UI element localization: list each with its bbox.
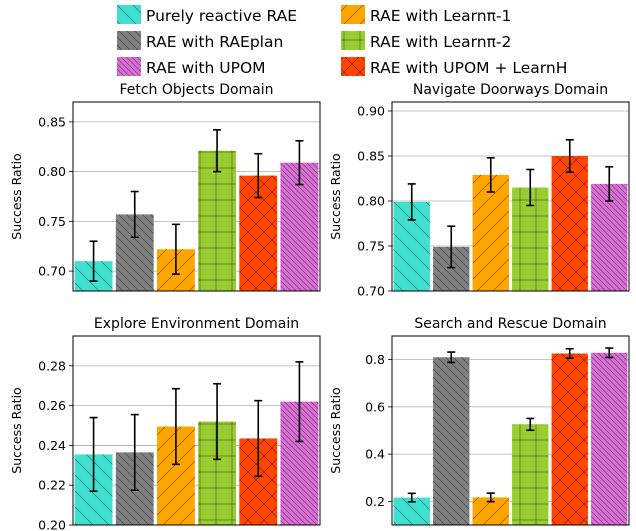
panel-explore-environment: 0.20 0.22 0.24 0.26 0.28 Explore Environment …: [9, 316, 321, 531]
y-tick-label: 0.6: [365, 399, 385, 414]
bar-hatch: [198, 150, 237, 291]
y-tick-label: 0.20: [38, 518, 66, 531]
error-bar: [130, 190, 139, 239]
y-tick-label: 0.22: [38, 478, 66, 493]
legend-label: RAE with Learnπ-2: [370, 33, 511, 51]
y-tick-label: 0.80: [357, 194, 385, 209]
legend-swatch-hatch: [341, 5, 365, 24]
legend: Purely reactive RAE RAE with RAEplan RAE…: [117, 5, 567, 77]
y-tick-label: 0.2: [365, 494, 385, 509]
error-bar: [254, 152, 263, 199]
panel-search-and-rescue: 0.2 0.4 0.6 0.8 Search and Rescue Domain Succ…: [328, 316, 630, 526]
bar-hatch: [551, 353, 588, 525]
legend-label: Purely reactive RAE: [146, 7, 297, 25]
y-tick-label: 0.24: [38, 438, 66, 453]
error-bar: [171, 387, 180, 466]
error-bar: [486, 157, 495, 193]
y-tick-label: 0.28: [38, 358, 66, 373]
legend-label: RAE with Learnπ-1: [370, 7, 511, 25]
bar-hatch: [591, 352, 628, 525]
legend-swatch-hatch: [341, 57, 365, 76]
panel-fetch-objects: 0.70 0.75 0.80 0.85 Fetch Objects Domain Succ…: [9, 82, 321, 292]
legend-label: RAE with UPOM: [146, 59, 266, 77]
chart-title: Fetch Objects Domain: [119, 82, 273, 98]
error-bar: [486, 492, 495, 503]
legend-item-learnpi1: RAE with Learnπ-1: [341, 5, 511, 25]
y-axis-label: Success Ratio: [9, 153, 24, 239]
bar-hatch: [433, 357, 470, 525]
error-bar: [89, 416, 98, 492]
legend-swatch-hatch: [341, 31, 365, 50]
chart-title: Navigate Doorways Domain: [413, 82, 608, 98]
error-bar: [447, 225, 456, 269]
chart-title: Explore Environment Domain: [94, 316, 299, 332]
error-bar: [295, 361, 304, 443]
error-bar: [565, 139, 574, 173]
panel-navigate-doorways: 0.70 0.75 0.80 0.85 0.90 Navigate Doorways Do…: [328, 82, 630, 299]
legend-item-upom-learnh: RAE with UPOM + LearnH: [341, 57, 567, 77]
y-axis-label: Success Ratio: [328, 387, 343, 473]
error-bar: [526, 168, 535, 207]
bar-hatch: [512, 424, 549, 525]
y-tick-label: 0.8: [365, 352, 385, 367]
y-tick-label: 0.90: [357, 104, 385, 119]
legend-swatch-hatch: [117, 31, 141, 50]
legend-item-upom: RAE with UPOM: [117, 57, 266, 77]
legend-swatch-hatch: [117, 5, 141, 24]
error-bar: [213, 382, 222, 461]
axes-frame: [72, 101, 321, 292]
error-bar: [407, 183, 416, 221]
legend-item-purely-reactive: Purely reactive RAE: [117, 5, 297, 25]
y-tick-label: 0.80: [38, 164, 66, 179]
error-bar: [526, 417, 535, 432]
y-tick-label: 0.75: [357, 239, 385, 254]
legend-swatch-hatch: [117, 57, 141, 76]
error-bar: [407, 492, 416, 503]
y-axis-label: Success Ratio: [9, 387, 24, 473]
bar-hatch: [472, 174, 509, 291]
y-tick-label: 0.4: [365, 447, 385, 462]
error-bar: [565, 347, 574, 360]
error-bar: [171, 223, 180, 275]
y-axis-label: Success Ratio: [328, 153, 343, 239]
bar-hatch: [551, 156, 588, 291]
error-bar: [447, 351, 456, 364]
error-bar: [295, 139, 304, 186]
y-tick-label: 0.26: [38, 398, 66, 413]
axes-frame: [391, 335, 630, 526]
error-bar: [254, 399, 263, 478]
legend-label: RAE with UPOM + LearnH: [370, 59, 567, 77]
y-tick-label: 0.70: [38, 264, 66, 279]
legend-item-learnpi2: RAE with Learnπ-2: [341, 31, 511, 51]
error-bar: [605, 347, 614, 359]
y-tick-label: 0.75: [38, 214, 66, 229]
axes-frame: [72, 335, 321, 526]
error-bar: [89, 240, 98, 282]
y-tick-label: 0.85: [357, 149, 385, 164]
y-tick-label: 0.70: [357, 284, 385, 299]
legend-label: RAE with RAEplan: [146, 33, 283, 51]
legend-item-raeplan: RAE with RAEplan: [117, 31, 283, 51]
error-bar: [130, 413, 139, 491]
chart-title: Search and Rescue Domain: [414, 316, 606, 332]
y-tick-label: 0.85: [38, 114, 66, 129]
error-bar: [213, 129, 222, 173]
axes-frame: [391, 101, 630, 292]
error-bar: [605, 166, 614, 202]
